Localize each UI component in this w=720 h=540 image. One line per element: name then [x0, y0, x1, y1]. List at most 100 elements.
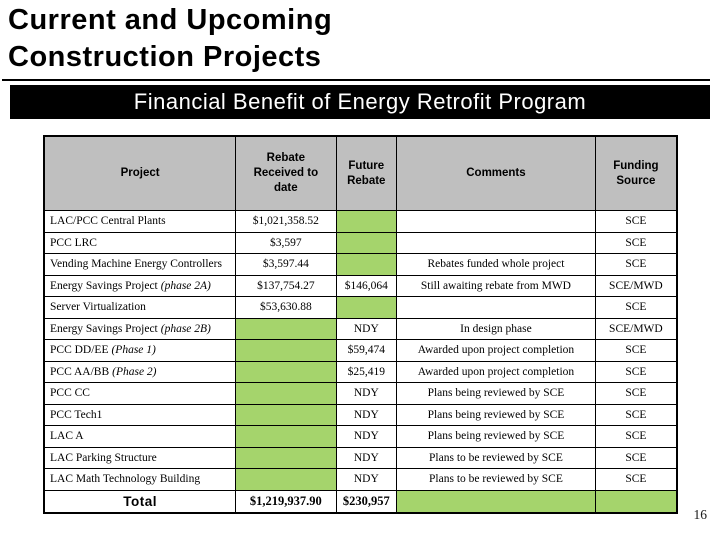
cell-comments: Awarded upon project completion	[397, 361, 596, 383]
cell-rebate: $1,219,937.90	[236, 490, 337, 512]
cell-future	[336, 254, 398, 276]
cell-rebate	[236, 447, 337, 469]
project-name: LAC Math Technology Building	[50, 473, 201, 486]
cell-project: LAC Math Technology Building	[45, 469, 237, 491]
cell-funding: SCE	[595, 362, 676, 383]
cell-future: NDY	[336, 318, 398, 340]
cell-rebate	[236, 426, 337, 448]
table-row: Server Virtualization $53,630.88 SCE	[45, 297, 676, 319]
cell-rebate: $3,597	[236, 232, 337, 254]
cell-project: LAC/PCC Central Plants	[45, 211, 237, 233]
cell-project: Energy Savings Project (phase 2A)	[45, 275, 237, 297]
cell-comments: In design phase	[397, 318, 596, 340]
cell-project: Server Virtualization	[45, 297, 237, 319]
cell-future	[336, 211, 398, 233]
cell-comments	[397, 490, 596, 512]
cell-rebate: $3,597.44	[236, 254, 337, 276]
cell-project: Energy Savings Project (phase 2B)	[45, 318, 237, 340]
cell-comments: Plans to be reviewed by SCE	[397, 469, 596, 491]
title-underline-rule	[2, 79, 710, 81]
table-row: Vending Machine Energy Controllers $3,597…	[45, 254, 676, 276]
cell-project: PCC AA/BB (Phase 2)	[45, 361, 237, 383]
cell-project: Vending Machine Energy Controllers	[45, 254, 237, 276]
cell-rebate	[236, 340, 337, 362]
cell-future: NDY	[336, 383, 398, 405]
benefit-table: Project Rebate Received to date Future R…	[43, 135, 678, 514]
project-phase-label: (phase 2A)	[160, 279, 211, 292]
table-row: PCC AA/BB (Phase 2) $25,419 Awarded upon pr…	[45, 361, 676, 383]
cell-funding: SCE	[595, 426, 676, 448]
cell-rebate	[236, 383, 337, 405]
cell-future: NDY	[336, 447, 398, 469]
project-phase-label: (Phase 1)	[111, 344, 156, 357]
cell-comments	[397, 232, 596, 254]
project-name: Energy Savings Project	[50, 322, 158, 335]
project-name: PCC Tech1	[50, 408, 103, 421]
table-row: PCC CC NDY Plans being reviewed by SCE SCE	[45, 383, 676, 405]
banner-heading-text: Financial Benefit of Energy Retrofit Pro…	[133, 89, 587, 114]
cell-future: $59,474	[336, 340, 398, 362]
cell-funding: SCE	[595, 211, 676, 233]
project-phase-label: (Phase 2)	[112, 365, 157, 378]
cell-comments: Rebates funded whole project	[397, 254, 596, 276]
project-name: LAC A	[50, 430, 84, 443]
cell-funding: SCE	[595, 340, 676, 362]
cell-comments: Plans to be reviewed by SCE	[397, 447, 596, 469]
project-name: LAC/PCC Central Plants	[50, 215, 166, 228]
slide-title-line1: Current and Upcoming	[8, 4, 333, 36]
table-row: LAC Math Technology Building NDY Plans to …	[45, 469, 676, 491]
table-row: PCC Tech1 NDY Plans being reviewed by SCE S…	[45, 404, 676, 426]
header-project: Project	[45, 137, 237, 211]
table-total-row: Total $1,219,937.90 $230,957	[45, 490, 676, 512]
cell-funding: SCE/MWD	[595, 319, 676, 340]
table-row: PCC LRC $3,597 SCE	[45, 232, 676, 254]
cell-funding: SCE	[595, 254, 676, 276]
cell-comments	[397, 211, 596, 233]
cell-project: PCC LRC	[45, 232, 237, 254]
cell-funding: SCE	[595, 297, 676, 319]
cell-rebate: $137,754.27	[236, 275, 337, 297]
cell-future: $230,957	[337, 490, 398, 512]
cell-project: PCC Tech1	[45, 404, 237, 426]
cell-project: Total	[45, 490, 237, 512]
cell-future: $146,064	[336, 275, 398, 297]
project-name: Vending Machine Energy Controllers	[50, 258, 222, 271]
project-name: PCC CC	[50, 387, 90, 400]
cell-future: $25,419	[336, 361, 398, 383]
cell-comments: Plans being reviewed by SCE	[397, 383, 596, 405]
cell-funding: SCE	[595, 469, 676, 491]
cell-future	[336, 297, 398, 319]
page-number: 16	[693, 507, 708, 522]
project-phase-label: (phase 2B)	[160, 322, 211, 335]
cell-project: LAC Parking Structure	[45, 447, 237, 469]
cell-project: LAC A	[45, 426, 237, 448]
table-header-row: Project Rebate Received to date Future R…	[45, 137, 676, 211]
project-name: PCC LRC	[50, 236, 97, 249]
table-row: LAC A NDY Plans being reviewed by SCE SCE	[45, 426, 676, 448]
cell-future: NDY	[336, 469, 398, 491]
header-funding-source: Funding Source	[595, 137, 676, 211]
table-row: LAC Parking Structure NDY Plans to be revi…	[45, 447, 676, 469]
table-row: PCC DD/EE (Phase 1) $59,474 Awarded upon pr…	[45, 340, 676, 362]
cell-rebate: $53,630.88	[236, 297, 337, 319]
project-name: Total	[123, 493, 157, 509]
cell-funding: SCE	[595, 383, 676, 405]
cell-funding: SCE/MWD	[595, 276, 676, 297]
project-name: PCC AA/BB	[50, 365, 110, 378]
table-row: Energy Savings Project (phase 2A) $137,754…	[45, 275, 676, 297]
header-future-rebate: Future Rebate	[336, 137, 398, 211]
cell-rebate	[236, 318, 337, 340]
cell-comments: Plans being reviewed by SCE	[397, 404, 596, 426]
cell-rebate	[236, 469, 337, 491]
cell-future: NDY	[336, 426, 398, 448]
cell-rebate	[236, 404, 337, 426]
cell-rebate: $1,021,358.52	[236, 211, 337, 233]
slide-title: Current and Upcoming Construction Projec…	[8, 2, 332, 76]
cell-project: PCC CC	[45, 383, 237, 405]
cell-comments	[397, 297, 596, 319]
cell-funding: SCE	[595, 448, 676, 469]
header-comments: Comments	[397, 137, 596, 211]
cell-comments: Awarded upon project completion	[397, 340, 596, 362]
project-name: Energy Savings Project	[50, 279, 158, 292]
cell-funding: SCE	[595, 405, 676, 426]
